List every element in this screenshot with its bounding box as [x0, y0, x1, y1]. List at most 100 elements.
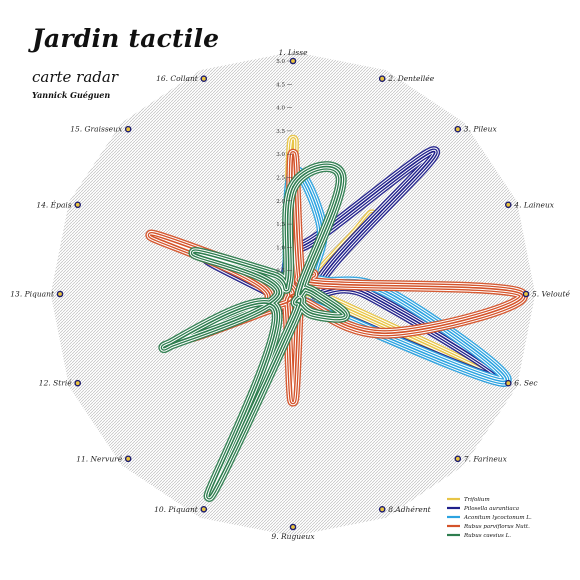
- legend-label: Trifolium: [464, 497, 490, 503]
- data-point: [278, 293, 280, 295]
- data-point: [292, 185, 294, 188]
- axis-label: 5. Velouté: [532, 290, 570, 299]
- axis-label: 13. Piquant: [10, 290, 55, 299]
- axis-marker: [454, 455, 462, 463]
- data-point: [305, 287, 307, 290]
- legend-item: Aconitum lycoctonum L.: [447, 515, 532, 521]
- axis-15: 15. Graisseux: [70, 125, 132, 134]
- legend-item: Pilosella aurantiaca: [447, 506, 519, 512]
- axis-4: 4. Laineux: [504, 200, 555, 209]
- axis-label: 4. Laineux: [513, 200, 554, 209]
- data-point: [295, 301, 298, 304]
- data-point: [386, 332, 389, 335]
- axis-11: 11. Nervuré: [76, 454, 132, 463]
- axis-label: 2. Dentellée: [387, 74, 435, 83]
- axis-marker: [124, 125, 132, 133]
- axis-markers: 1. Lisse 2. Dentellée 3. Pileux 4. Laineux 5…: [10, 48, 570, 541]
- legend-item: Rubus parviflorus Nutt.: [447, 524, 530, 530]
- data-point: [282, 302, 285, 305]
- axis-label: 15. Graisseux: [70, 125, 123, 134]
- radial-ticks: 0.5 1.0 1.5 2.0 2.5 3.0 3.5 4.0 4.5 5.0: [276, 59, 292, 275]
- legend-label: Pilosella aurantiaca: [463, 506, 519, 512]
- data-point: [292, 400, 294, 403]
- legend-item: Rubus caesius L.: [447, 533, 511, 539]
- axis-marker: [454, 125, 462, 133]
- axis-marker: [289, 523, 297, 531]
- data-point: [272, 273, 275, 276]
- data-point: [286, 280, 289, 282]
- axis-6: 6. Sec: [504, 379, 538, 388]
- axis-marker: [200, 505, 208, 513]
- axis-label: 16. Collant: [156, 74, 199, 83]
- axis-13: 13. Piquant: [10, 290, 64, 299]
- axis-marker: [289, 57, 297, 65]
- series-layer: [145, 134, 529, 502]
- tick-label: 5.0: [276, 59, 285, 65]
- data-point: [366, 293, 369, 295]
- axis-label: 9. Rugueux: [271, 532, 315, 541]
- axis-marker: [378, 75, 386, 82]
- axis-marker: [378, 505, 386, 513]
- data-point: [311, 312, 314, 315]
- tick-label: 1.0: [276, 245, 285, 251]
- data-point: [162, 346, 165, 349]
- data-point: [193, 252, 195, 254]
- tick-label: 4.0: [276, 106, 285, 112]
- data-point: [208, 495, 211, 498]
- axis-marker: [74, 379, 81, 387]
- axis-marker: [200, 75, 208, 82]
- axis-12: 12. Strié: [39, 379, 81, 388]
- data-point: [292, 139, 294, 142]
- data-point: [275, 309, 278, 312]
- tick-label: 2.0: [276, 199, 285, 205]
- axis-marker: [56, 290, 64, 298]
- chart-author: Yannick Guéguen: [32, 90, 111, 100]
- axis-9: 9. Rugueux: [271, 523, 315, 541]
- tick-label: 0.5: [276, 269, 285, 275]
- axis-label: 12. Strié: [39, 379, 72, 388]
- axis-marker: [522, 290, 530, 298]
- data-point: [317, 282, 320, 285]
- series-5: [158, 161, 351, 502]
- data-point: [520, 293, 523, 295]
- axis-label: 8.Adhérent: [388, 505, 431, 514]
- series-4: [145, 148, 529, 407]
- tick-label: 2.5: [276, 176, 285, 182]
- data-point: [340, 176, 343, 179]
- legend-label: Rubus parviflorus Nutt.: [463, 524, 530, 530]
- axis-1: 1. Lisse: [278, 48, 308, 65]
- axis-7: 7. Farineux: [454, 454, 508, 463]
- axis-8: 8.Adhérent: [378, 505, 432, 514]
- axis-label: 11. Nervuré: [76, 454, 123, 463]
- data-point: [301, 283, 304, 286]
- tick-label: 3.5: [276, 129, 285, 135]
- axis-marker: [504, 201, 512, 209]
- axis-2: 2. Dentellée: [378, 74, 435, 83]
- axis-label: 10. Piquant: [154, 505, 199, 514]
- legend-item: Trifolium: [447, 497, 490, 503]
- data-point: [433, 151, 436, 154]
- data-point: [503, 380, 505, 383]
- data-point: [286, 306, 289, 308]
- legend-label: Rubus caesius L.: [463, 533, 511, 539]
- axis-14: 14. Épais: [36, 200, 81, 209]
- axis-3: 3. Pileux: [454, 125, 497, 134]
- tick-label: 3.0: [276, 152, 285, 158]
- tick-label: 4.5: [276, 82, 285, 88]
- axis-marker: [124, 455, 132, 463]
- axis-label: 14. Épais: [36, 200, 71, 209]
- legend-label: Aconitum lycoctonum L.: [463, 515, 532, 521]
- chart-title: Jardin tactile: [32, 24, 220, 53]
- data-point: [150, 234, 152, 237]
- axis-label: 6. Sec: [514, 379, 538, 388]
- data-point: [292, 153, 294, 156]
- data-point: [292, 321, 294, 323]
- data-point: [343, 314, 346, 317]
- legend: Trifolium Pilosella aurantiaca Aconitum ly…: [447, 497, 532, 539]
- axis-label: 1. Lisse: [278, 48, 308, 57]
- data-point: [268, 293, 271, 295]
- axis-marker: [74, 201, 81, 209]
- axis-label: 7. Farineux: [464, 454, 508, 463]
